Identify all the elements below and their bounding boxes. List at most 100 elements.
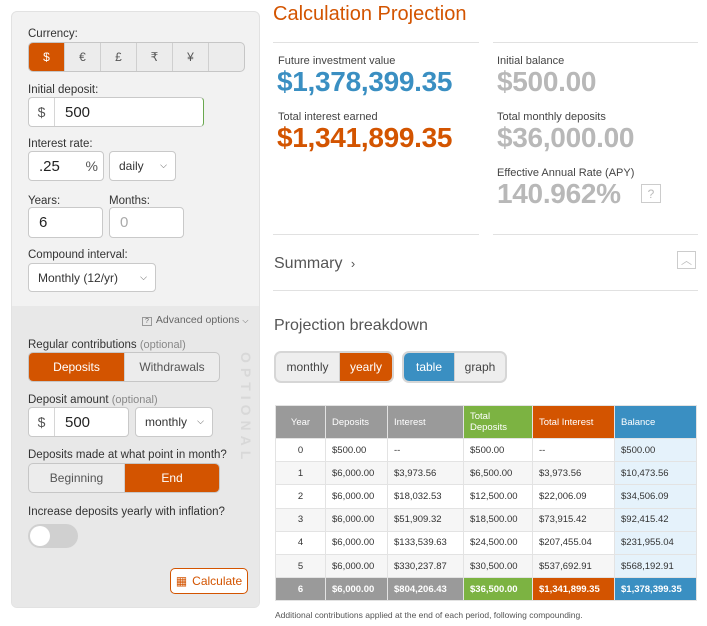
cell-interest: $133,539.63	[387, 530, 464, 555]
deposit-amount-label: Deposit amount (optional)	[28, 394, 158, 406]
cell-deposits: $6,000.00	[325, 530, 388, 555]
chevron-right-icon: ›	[350, 256, 356, 271]
calculate-label: Calculate	[192, 574, 243, 588]
optional-watermark: OPTIONAL	[238, 352, 254, 465]
currency-option-yen[interactable]: ¥	[173, 43, 209, 71]
table-row: 5 $6,000.00 $330,237.87 $30,500.00 $537,…	[275, 553, 697, 579]
years-value: 6	[39, 214, 48, 231]
cell-deposits: $6,000.00	[325, 461, 388, 486]
currency-option-dollar[interactable]: $	[29, 43, 65, 71]
summary-label: Summary	[274, 255, 343, 272]
cell-total-deposits: $30,500.00	[463, 553, 533, 579]
summary-toggle[interactable]: Summary ›	[274, 255, 355, 273]
years-field[interactable]: 6	[28, 207, 103, 238]
currency-option-custom[interactable]	[209, 43, 244, 71]
regular-contributions-text: Regular contributions	[28, 339, 137, 351]
deposit-amount-field[interactable]: $ 500	[28, 407, 129, 437]
inflation-label: Increase deposits yearly with inflation?	[28, 506, 225, 518]
months-label: Months:	[109, 195, 150, 207]
advanced-options-toggle[interactable]: ? Advanced options ⌵	[142, 314, 248, 326]
initial-balance-value: $500.00	[497, 66, 597, 97]
total-deposits-label: Total monthly deposits	[497, 111, 606, 123]
currency-option-pound[interactable]: £	[101, 43, 137, 71]
advanced-options-label: Advanced options	[155, 314, 240, 326]
cell-deposits: $500.00	[325, 437, 388, 463]
compound-interval-select[interactable]: Monthly (12/yr) ⌵	[28, 263, 156, 292]
cell-balance: $568,192.91	[614, 553, 697, 579]
cell-total-deposits: $18,500.00	[463, 507, 533, 532]
cell-year: 6	[275, 577, 326, 602]
cell-total-deposits: $36,500.00	[463, 577, 533, 602]
cell-deposits: $6,000.00	[325, 484, 388, 509]
calculator-form-panel: Currency: $ € £ ₹ ¥ Initial deposit: $ 5…	[11, 11, 260, 608]
optional-hint: (optional)	[111, 394, 158, 406]
cell-balance: $500.00	[614, 437, 697, 463]
currency-option-rupee[interactable]: ₹	[137, 43, 173, 71]
inflation-toggle[interactable]	[28, 524, 78, 548]
percent-suffix: %	[85, 158, 98, 174]
total-interest-value: $1,341,899.35	[277, 122, 453, 153]
cell-total-interest: --	[532, 437, 615, 463]
cell-total-deposits: $6,500.00	[463, 461, 533, 486]
deposit-amount-text: Deposit amount	[28, 394, 109, 406]
cell-total-deposits: $12,500.00	[463, 484, 533, 509]
initial-deposit-value: 500	[65, 103, 91, 121]
calculate-button[interactable]: ▦ Calculate	[170, 568, 248, 594]
beginning-option[interactable]: Beginning	[29, 464, 125, 492]
deposit-frequency-value: monthly	[145, 415, 188, 429]
toggle-knob	[30, 526, 50, 546]
col-year: Year	[275, 405, 326, 439]
cell-total-interest: $73,915.42	[532, 507, 615, 532]
divider	[493, 234, 698, 235]
compound-interval-value: Monthly (12/yr)	[38, 270, 119, 285]
col-balance: Balance	[614, 405, 697, 439]
chevron-down-icon: ⌵	[160, 159, 167, 170]
cell-year: 4	[275, 530, 326, 555]
cell-total-interest: $3,973.56	[532, 461, 615, 486]
interest-rate-field[interactable]: .25 %	[28, 151, 104, 181]
initial-deposit-label: Initial deposit:	[28, 84, 99, 96]
end-option[interactable]: End	[125, 464, 219, 492]
cell-interest: $330,237.87	[387, 553, 464, 579]
divider	[273, 42, 479, 43]
cell-balance: $10,473.56	[614, 461, 697, 486]
dollar-prefix: $	[29, 408, 55, 436]
graph-option[interactable]: graph	[454, 353, 505, 381]
rate-period-select[interactable]: daily ⌵	[109, 151, 176, 181]
col-total-deposits: Total Deposits	[463, 405, 533, 439]
view-toggle: table graph	[402, 351, 507, 383]
cell-balance: $92,415.42	[614, 507, 697, 532]
compound-interval-label: Compound interval:	[28, 249, 128, 261]
cell-total-interest: $22,006.09	[532, 484, 615, 509]
chevron-down-icon: ⌵	[242, 316, 249, 325]
cell-deposits: $6,000.00	[325, 507, 388, 532]
cell-year: 5	[275, 553, 326, 579]
deposit-amount-value: 500	[65, 413, 91, 431]
deposit-frequency-select[interactable]: monthly ⌵	[135, 407, 213, 437]
cell-total-interest: $207,455.04	[532, 530, 615, 555]
projection-table: Year Deposits Interest Total Deposits To…	[275, 405, 697, 602]
months-field[interactable]: 0	[109, 207, 184, 238]
deposits-option[interactable]: Deposits	[29, 353, 125, 381]
withdrawals-option[interactable]: Withdrawals	[139, 360, 205, 374]
dollar-prefix: $	[29, 98, 55, 126]
optional-hint: (optional)	[139, 339, 186, 351]
help-icon[interactable]: ?	[641, 184, 661, 203]
cell-interest: $3,973.56	[387, 461, 464, 486]
table-footnote: Additional contributions applied at the …	[275, 610, 583, 620]
initial-deposit-field[interactable]: $ 500	[28, 97, 204, 127]
cell-year: 0	[275, 437, 326, 463]
years-label: Years:	[28, 195, 61, 207]
currency-option-euro[interactable]: €	[65, 43, 101, 71]
cell-balance: $231,955.04	[614, 530, 697, 555]
divider	[273, 234, 479, 235]
collapse-icon[interactable]: ︿	[677, 251, 696, 269]
table-total-row: 6 $6,000.00 $804,206.43 $36,500.00 $1,34…	[275, 577, 697, 602]
deposit-timing-label: Deposits made at what point in month?	[28, 449, 227, 461]
interest-rate-value: .25	[39, 157, 60, 175]
calculator-icon: ▦	[175, 574, 188, 588]
cell-deposits: $6,000.00	[325, 553, 388, 579]
table-option[interactable]: table	[404, 353, 454, 381]
monthly-option[interactable]: monthly	[286, 360, 329, 374]
yearly-option[interactable]: yearly	[339, 353, 392, 381]
